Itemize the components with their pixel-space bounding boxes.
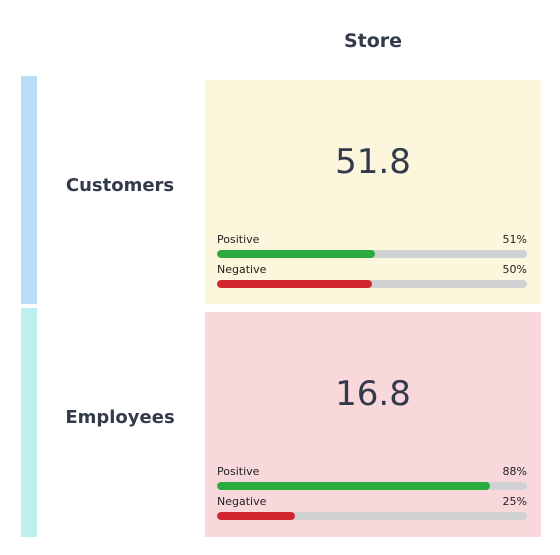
positive-track bbox=[217, 250, 527, 258]
positive-fill bbox=[217, 482, 490, 490]
row-label-customers: Customers bbox=[65, 175, 175, 196]
customers-score: 51.8 bbox=[335, 142, 411, 182]
negative-value: 25% bbox=[502, 495, 527, 508]
positive-label: Positive bbox=[217, 233, 260, 246]
row-label-employees: Employees bbox=[65, 407, 175, 428]
negative-fill bbox=[217, 512, 295, 520]
customers-negative-metric: Negative 50% bbox=[217, 263, 527, 288]
employees-negative-metric: Negative 25% bbox=[217, 495, 527, 520]
customers-positive-metric: Positive 51% bbox=[217, 233, 527, 258]
column-header: Store bbox=[343, 30, 403, 52]
employees-accent-bar bbox=[21, 308, 37, 537]
negative-label: Negative bbox=[217, 495, 267, 508]
positive-fill bbox=[217, 250, 376, 258]
positive-value: 51% bbox=[502, 233, 527, 246]
customers-cell: 51.8 Positive 51% Negative 50% bbox=[205, 80, 541, 304]
negative-track bbox=[217, 280, 527, 288]
negative-track bbox=[217, 512, 527, 520]
employees-score: 16.8 bbox=[335, 374, 411, 414]
employees-cell: 16.8 Positive 88% Negative 25% bbox=[205, 312, 541, 537]
positive-label: Positive bbox=[217, 465, 260, 478]
customers-accent-bar bbox=[21, 76, 37, 304]
negative-fill bbox=[217, 280, 372, 288]
employees-positive-metric: Positive 88% bbox=[217, 465, 527, 490]
negative-value: 50% bbox=[502, 263, 527, 276]
positive-value: 88% bbox=[502, 465, 527, 478]
positive-track bbox=[217, 482, 527, 490]
negative-label: Negative bbox=[217, 263, 267, 276]
